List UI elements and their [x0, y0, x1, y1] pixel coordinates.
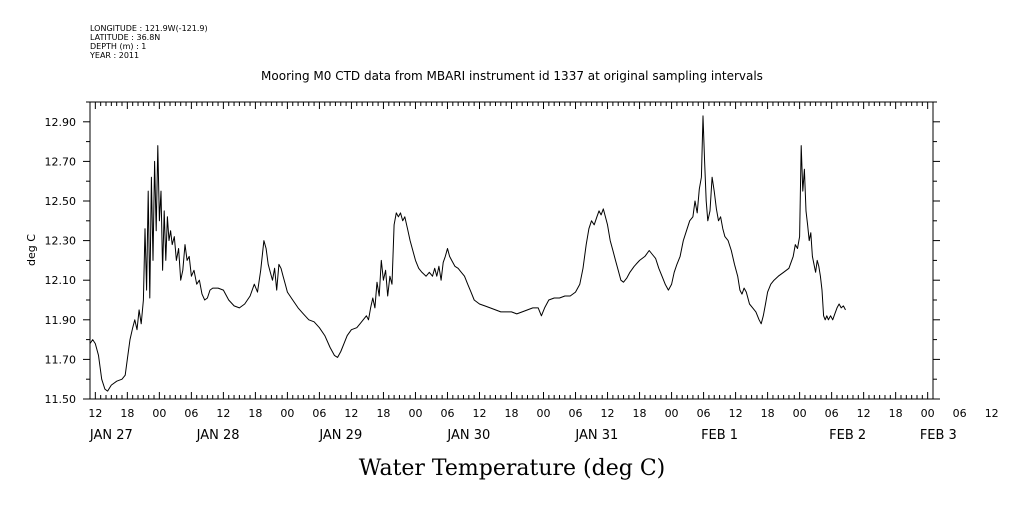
date-label: JAN 29 [318, 428, 362, 443]
x-tick-label: 00 [665, 407, 679, 420]
date-label: JAN 30 [446, 428, 490, 443]
x-tick-label: 12 [472, 407, 486, 420]
y-tick-label: 11.50 [45, 393, 77, 406]
date-label: JAN 28 [196, 428, 240, 443]
y-axis-label: deg C [25, 234, 38, 266]
x-tick-label: 18 [505, 407, 519, 420]
x-tick-label: 00 [921, 407, 935, 420]
series-group [89, 115, 846, 392]
x-tick-label: 06 [697, 407, 711, 420]
y-tick-label: 12.30 [45, 235, 77, 248]
x-tick-label: 18 [633, 407, 647, 420]
chart-title: Mooring M0 CTD data from MBARI instrumen… [261, 69, 763, 83]
x-tick-label: 00 [537, 407, 551, 420]
meta-latitude: LATITUDE : 36.8N [90, 33, 160, 42]
metadata-block: LONGITUDE : 121.9W(-121.9) LATITUDE : 36… [89, 24, 208, 60]
x-tick-label: 06 [440, 407, 454, 420]
x-tick-label: 12 [985, 407, 999, 420]
x-tick-label: 12 [88, 407, 102, 420]
date-labels: JAN 27 JAN 28 JAN 29 JAN 30 JAN 31 FEB 1 FEB 2… [89, 428, 957, 443]
date-label: FEB 2 [829, 428, 866, 443]
date-label: JAN 31 [574, 428, 618, 443]
x-tick-label: 18 [761, 407, 775, 420]
x-tick-label: 12 [729, 407, 743, 420]
y-tick-label: 12.50 [45, 195, 77, 208]
x-tick-label: 12 [216, 407, 230, 420]
meta-depth: DEPTH (m) : 1 [90, 42, 146, 51]
series-line-water-temperature [89, 115, 846, 392]
x-tick-label: 06 [953, 407, 967, 420]
plot-frame [89, 101, 934, 400]
x-tick-label: 18 [889, 407, 903, 420]
date-label: FEB 3 [920, 428, 957, 443]
x-tick-label: 06 [184, 407, 198, 420]
y-tick-label: 11.70 [45, 353, 77, 366]
x-tick-label: 00 [408, 407, 422, 420]
y-tick-label: 12.10 [45, 274, 77, 287]
x-tick-label: 12 [344, 407, 358, 420]
y-tick-label: 12.90 [45, 116, 77, 129]
x-tick-label: 06 [312, 407, 326, 420]
y-tick-label: 11.90 [45, 314, 77, 327]
x-tick-label: 12 [857, 407, 871, 420]
x-tick-label: 18 [120, 407, 134, 420]
x-tick-label: 18 [248, 407, 262, 420]
x-tick-label: 06 [569, 407, 583, 420]
date-label: FEB 1 [701, 428, 738, 443]
x-axis-label: Water Temperature (deg C) [359, 456, 666, 481]
y-tick-labels: 11.50 11.70 11.90 12.10 12.30 12.50 12.70 12.90 [45, 116, 77, 406]
date-label: JAN 27 [89, 428, 133, 443]
meta-longitude: LONGITUDE : 121.9W(-121.9) [90, 24, 208, 33]
x-tick-label: 18 [376, 407, 390, 420]
y-tick-label: 12.70 [45, 155, 77, 168]
x-tick-label: 12 [601, 407, 615, 420]
meta-year: YEAR : 2011 [89, 51, 139, 60]
x-tick-labels: 12 18 00 06 12 18 00 06 12 18 00 06 12 18 00 06 12 18 00 06… [88, 407, 998, 420]
x-tick-label: 06 [825, 407, 839, 420]
x-tick-label: 00 [152, 407, 166, 420]
axis-ticks [83, 101, 940, 400]
x-tick-label: 00 [793, 407, 807, 420]
x-tick-label: 00 [280, 407, 294, 420]
